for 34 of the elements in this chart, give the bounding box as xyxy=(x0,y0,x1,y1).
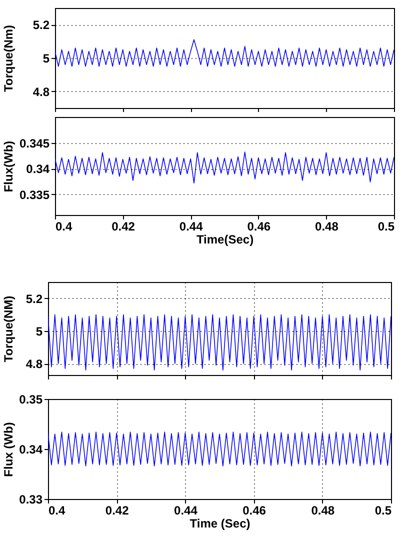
x-tick-label: 0.42 xyxy=(112,220,136,234)
y-axis-title: Flux(Wb) xyxy=(2,140,16,192)
y-tick-label: 5.2 xyxy=(26,292,43,306)
line-series xyxy=(55,152,394,184)
y-tick-label: 5.2 xyxy=(32,18,50,32)
y-tick-label: 0.35 xyxy=(19,392,43,406)
x-tick-label: 0.46 xyxy=(247,220,271,234)
x-tick-label: 0.44 xyxy=(179,220,204,234)
line-series xyxy=(55,39,394,67)
x-axis-title: Time(Sec) xyxy=(196,232,254,246)
y-tick-label: 0.34 xyxy=(26,162,50,176)
x-tick-label: 0.48 xyxy=(311,504,335,518)
x-tick-label: 0.5 xyxy=(378,220,395,234)
y-tick-label: 0.345 xyxy=(19,136,50,150)
x-tick-label: 0.44 xyxy=(174,504,198,518)
x-tick-label: 0.4 xyxy=(56,220,73,234)
y-tick-label: 5 xyxy=(36,324,43,338)
x-tick-label: 0.48 xyxy=(315,220,339,234)
y-tick-label: 0.335 xyxy=(19,188,50,202)
x-tick-label: 0.46 xyxy=(242,504,266,518)
x-tick-label: 0.4 xyxy=(48,504,66,518)
x-tick-label: 0.42 xyxy=(105,504,130,518)
y-axis-title: Torque(NM) xyxy=(2,296,16,362)
line-series xyxy=(48,314,391,371)
x-tick-label: 0.5 xyxy=(374,504,392,518)
y-tick-label: 0.33 xyxy=(19,492,43,506)
y-axis-title: Torque(Nm) xyxy=(2,24,16,92)
y-tick-label: 4.8 xyxy=(26,357,43,372)
y-tick-label: 5 xyxy=(42,52,50,66)
y-axis-title: Flux (Wb) xyxy=(2,422,16,477)
line-series xyxy=(48,432,391,466)
y-tick-label: 4.8 xyxy=(32,84,50,99)
x-axis-title: Time (Sec) xyxy=(190,516,250,530)
y-tick-label: 0.34 xyxy=(19,442,43,456)
